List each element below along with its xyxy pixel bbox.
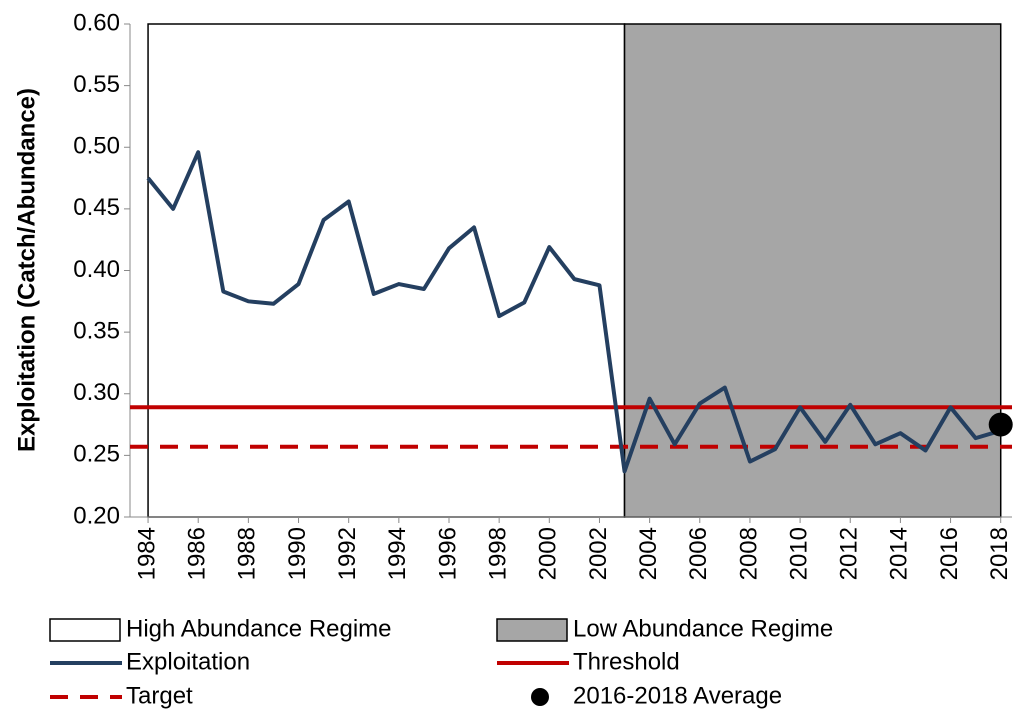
x-tick-label: 2010 <box>785 527 812 580</box>
x-tick-label: 2000 <box>535 527 562 580</box>
legend-label: Low Abundance Regime <box>573 615 833 642</box>
x-tick-label: 2018 <box>986 527 1013 580</box>
legend-swatch <box>531 688 549 706</box>
average-point <box>988 412 1013 437</box>
y-tick-label: 0.20 <box>73 502 120 529</box>
y-tick-label: 0.40 <box>73 256 120 283</box>
x-tick-label: 2004 <box>635 527 662 580</box>
y-tick-label: 0.50 <box>73 133 120 160</box>
x-tick-label: 2016 <box>936 527 963 580</box>
x-tick-label: 2006 <box>685 527 712 580</box>
x-tick-label: 2014 <box>886 527 913 580</box>
x-tick-label: 1988 <box>234 527 261 580</box>
y-axis-title: Exploitation (Catch/Abundance) <box>13 88 40 452</box>
y-tick-label: 0.35 <box>73 317 120 344</box>
x-tick-label: 1996 <box>434 527 461 580</box>
legend-label: High Abundance Regime <box>126 615 392 642</box>
x-tick-label: 2008 <box>735 527 762 580</box>
y-tick-label: 0.45 <box>73 194 120 221</box>
y-tick-label: 0.25 <box>73 441 120 468</box>
x-tick-label: 1986 <box>184 527 211 580</box>
legend-swatch <box>49 618 121 642</box>
x-tick-label: 1994 <box>384 527 411 580</box>
x-tick-label: 2002 <box>585 527 612 580</box>
y-tick-label: 0.55 <box>73 71 120 98</box>
legend-label: 2016-2018 Average <box>573 682 782 709</box>
legend-swatch <box>496 618 568 642</box>
regime-band <box>147 23 626 518</box>
series-line <box>146 150 1002 474</box>
x-tick-label: 1984 <box>133 527 160 580</box>
legend-label: Target <box>126 682 193 709</box>
regime-band <box>623 23 1002 518</box>
x-tick-label: 1992 <box>334 527 361 580</box>
y-tick-label: 0.30 <box>73 379 120 406</box>
x-tick-label: 1990 <box>284 527 311 580</box>
x-tick-label: 1998 <box>484 527 511 580</box>
y-tick-label: 0.60 <box>73 9 120 36</box>
legend-label: Threshold <box>573 648 680 675</box>
x-tick-label: 2012 <box>836 527 863 580</box>
legend-label: Exploitation <box>126 648 250 675</box>
